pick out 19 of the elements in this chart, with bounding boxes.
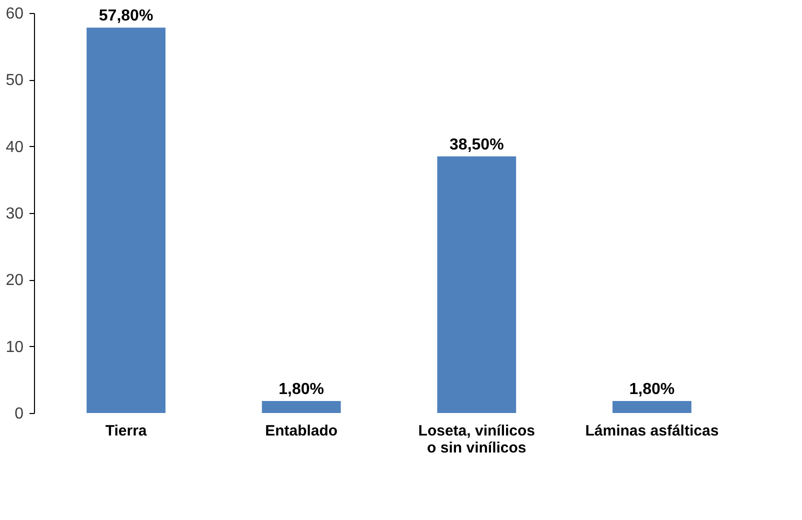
y-tick-label: 30 [6, 206, 24, 222]
y-tick-label: 0 [14, 406, 24, 422]
data-label: 57,80% [98, 8, 154, 25]
data-label: 38,50% [450, 136, 504, 154]
bar [437, 156, 516, 413]
data-label: 1,80% [278, 381, 324, 398]
y-tick-label: 60 [6, 6, 24, 22]
bar [612, 401, 692, 413]
x-tick-label: Entablado [265, 422, 338, 440]
bar [262, 401, 341, 413]
x-tick-label: Tierra [105, 422, 148, 440]
bar [86, 28, 166, 413]
x-tick-label: Láminas asfálticas [585, 422, 719, 440]
y-tick-label: 40 [6, 138, 24, 156]
y-tick-label: 50 [6, 72, 24, 90]
y-tick-label: 20 [6, 272, 24, 290]
x-tick-label: Loseta, vinílicos o sin vinílicos [418, 422, 536, 456]
data-label: 1,80% [629, 381, 675, 398]
y-tick-label: 10 [6, 338, 24, 356]
